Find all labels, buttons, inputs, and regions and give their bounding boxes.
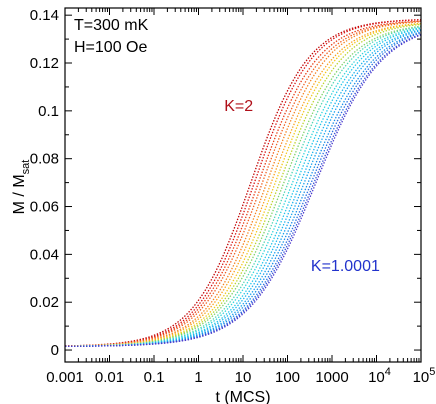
series-line-12: [65, 28, 422, 347]
x-tick-label-base: 10: [413, 369, 430, 386]
series-line-5: [65, 22, 422, 347]
y-tick-label: 0.02: [30, 294, 59, 311]
data-curves: [64, 19, 422, 347]
y-tick-label: 0.1: [38, 103, 59, 120]
axis-ticks: [64, 8, 422, 362]
series-line-2: [65, 20, 422, 347]
series-line-14: [65, 31, 422, 347]
x-tick-label-base: 0.001: [46, 369, 84, 386]
curve-label-k10001: K=1.0001: [311, 258, 380, 275]
x-tick-label-base: 0.01: [95, 369, 124, 386]
x-tick-label-base: 0.1: [144, 369, 165, 386]
series-line-13: [65, 29, 422, 347]
x-tick-label-exponent: 4: [385, 366, 391, 378]
series-line-7: [65, 23, 422, 347]
series-line-0: [65, 19, 421, 347]
temperature-annotation: T=300 mK: [74, 17, 149, 34]
y-tick-label: 0: [51, 342, 59, 359]
x-tick-label: 105: [413, 366, 436, 386]
series-line-16: [65, 33, 422, 347]
curve-label-k2: K=2: [224, 98, 253, 115]
x-tick-label-exponent: 5: [429, 366, 435, 378]
x-tick-label: 1000: [315, 369, 348, 386]
y-tick-label: 0.12: [30, 55, 59, 72]
x-axis-title: t (MCS): [215, 389, 270, 404]
y-tick-label: 0.04: [30, 246, 59, 263]
x-tick-label: 10: [235, 369, 252, 386]
x-tick-label: 0.001: [46, 369, 84, 386]
series-line-3: [65, 20, 422, 347]
y-tick-label: 0.14: [30, 7, 59, 24]
x-tick-label: 0.01: [95, 369, 124, 386]
x-tick-label: 1: [194, 369, 202, 386]
x-tick-label-base: 1: [194, 369, 202, 386]
x-tick-label: 0.1: [144, 369, 165, 386]
series-line-17: [65, 34, 422, 347]
x-tick-label-base: 10: [368, 369, 385, 386]
x-tick-label-base: 10: [235, 369, 252, 386]
series-line-4: [64, 21, 422, 347]
series-line-9: [65, 26, 422, 347]
series-line-6: [65, 23, 422, 347]
y-axis-title-sub: sat: [20, 160, 32, 175]
y-tick-label: 0.06: [30, 199, 59, 216]
y-axis-title: M / Msat: [11, 160, 32, 215]
series-line-15: [65, 32, 422, 347]
y-tick-labels: 0 0.02 0.04 0.06 0.08 0.1 0.12 0.14: [30, 7, 59, 359]
x-tick-label: 100: [275, 369, 300, 386]
series-line-1: [64, 19, 422, 347]
x-tick-label-base: 100: [275, 369, 300, 386]
x-tick-labels: 0.001 0.01 0.1 1 10 100 1000 104 105: [46, 366, 435, 386]
series-line-10: [65, 27, 422, 347]
series-line-8: [64, 25, 422, 347]
x-tick-label-base: 1000: [315, 369, 348, 386]
series-line-11: [65, 27, 422, 347]
y-axis-title-main: M / M: [11, 174, 28, 214]
plot-frame: [64, 7, 422, 363]
field-annotation: H=100 Oe: [74, 39, 147, 56]
x-tick-label: 104: [368, 366, 391, 386]
y-tick-label: 0.08: [30, 151, 59, 168]
